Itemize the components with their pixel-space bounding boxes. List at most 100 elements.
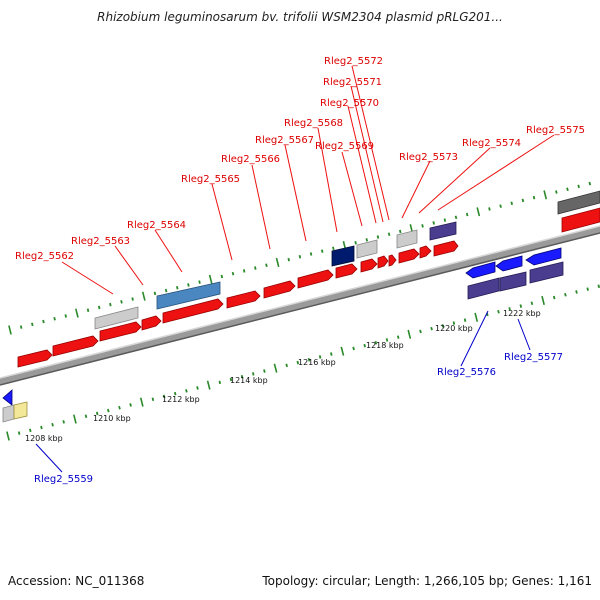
gene-label[interactable]: Rleg2_5568 bbox=[284, 118, 343, 129]
scale-label: 1212 kbp bbox=[162, 395, 200, 404]
feature-slateblue[interactable] bbox=[529, 261, 564, 284]
gene-label[interactable]: Rleg2_5563 bbox=[71, 236, 130, 247]
gene-forward-arrow[interactable] bbox=[433, 240, 459, 257]
minor-tick bbox=[332, 246, 335, 251]
major-tick bbox=[474, 312, 479, 322]
gene-label[interactable]: Rleg2_5573 bbox=[399, 152, 458, 163]
gene-reverse-arrow[interactable] bbox=[2, 389, 13, 406]
gene-forward-arrow[interactable] bbox=[162, 298, 224, 324]
feature-slateblue[interactable] bbox=[429, 221, 457, 241]
gene-label[interactable]: Rleg2_5564 bbox=[127, 220, 186, 231]
gene-forward-arrow[interactable] bbox=[52, 335, 99, 357]
minor-tick bbox=[385, 338, 389, 342]
feature-gray[interactable] bbox=[396, 229, 418, 249]
gene-label[interactable]: Rleg2_5577 bbox=[504, 352, 563, 363]
gene-forward-arrow[interactable] bbox=[141, 315, 162, 331]
gene-forward-arrow[interactable] bbox=[360, 258, 378, 273]
major-tick bbox=[6, 431, 10, 441]
minor-tick bbox=[95, 411, 99, 416]
minor-tick bbox=[29, 428, 32, 433]
gene-label[interactable]: Rleg2_5576 bbox=[437, 367, 496, 378]
gene-label[interactable]: Rleg2_5567 bbox=[255, 135, 314, 146]
minor-tick bbox=[586, 287, 589, 291]
gene-label[interactable]: Rleg2_5571 bbox=[323, 77, 382, 88]
gene-forward-arrow[interactable] bbox=[263, 280, 296, 299]
gene-forward-arrow[interactable] bbox=[17, 349, 53, 368]
dotted-track-lines bbox=[6, 181, 600, 441]
minor-tick bbox=[354, 241, 357, 245]
minor-tick bbox=[252, 372, 255, 376]
minor-tick bbox=[566, 187, 569, 192]
minor-tick bbox=[131, 297, 134, 301]
feature-darkgray[interactable] bbox=[557, 190, 600, 215]
minor-tick bbox=[296, 360, 300, 365]
feature-slateblue[interactable] bbox=[499, 271, 527, 292]
gene-label[interactable]: Rleg2_5569 bbox=[315, 141, 374, 152]
major-tick bbox=[273, 363, 278, 373]
gene-features bbox=[2, 190, 600, 423]
feature-khaki[interactable] bbox=[13, 401, 28, 420]
minor-tick bbox=[430, 326, 433, 331]
gene-forward-arrow[interactable] bbox=[99, 321, 142, 342]
minor-tick bbox=[521, 198, 525, 203]
gene-reverse-arrow[interactable] bbox=[465, 261, 496, 279]
minor-tick bbox=[265, 263, 268, 267]
minor-tick bbox=[229, 377, 233, 382]
major-tick bbox=[340, 346, 345, 356]
minor-tick bbox=[555, 190, 558, 194]
gene-label[interactable]: Rleg2_5570 bbox=[320, 98, 379, 109]
gene-reverse-arrow[interactable] bbox=[495, 255, 523, 272]
gene-reverse-arrow[interactable] bbox=[525, 247, 562, 266]
major-tick bbox=[476, 207, 481, 217]
feature-gray[interactable] bbox=[94, 306, 139, 330]
scale-label: 1214 kbp bbox=[230, 376, 268, 385]
minor-tick bbox=[588, 181, 592, 186]
gene-forward-arrow[interactable] bbox=[419, 245, 432, 259]
minor-tick bbox=[575, 290, 578, 294]
gene-forward-arrow[interactable] bbox=[398, 248, 420, 264]
minor-tick bbox=[441, 324, 445, 328]
gene-label[interactable]: Rleg2_5572 bbox=[324, 56, 383, 67]
gene-label[interactable]: Rleg2_5574 bbox=[462, 138, 521, 149]
minor-tick bbox=[220, 274, 224, 279]
minor-tick bbox=[318, 355, 322, 359]
major-tick bbox=[206, 380, 211, 390]
minor-tick bbox=[387, 232, 391, 237]
minor-tick bbox=[421, 224, 424, 228]
gene-label[interactable]: Rleg2_5562 bbox=[15, 251, 74, 262]
feature-gray[interactable] bbox=[356, 239, 378, 259]
feature-gray[interactable] bbox=[2, 404, 15, 423]
gene-forward-arrow[interactable] bbox=[226, 290, 261, 309]
minor-tick bbox=[307, 357, 311, 362]
minor-tick bbox=[497, 309, 500, 314]
major-tick bbox=[407, 329, 412, 339]
major-tick bbox=[73, 414, 77, 424]
gene-forward-arrow[interactable] bbox=[377, 255, 389, 269]
major-tick bbox=[75, 308, 79, 318]
minor-tick bbox=[499, 204, 502, 208]
feature-steelblue[interactable] bbox=[156, 281, 221, 310]
minor-tick bbox=[510, 201, 513, 205]
gene-label[interactable]: Rleg2_5559 bbox=[34, 474, 93, 485]
minor-tick bbox=[330, 352, 333, 356]
feature-navy[interactable] bbox=[331, 245, 355, 267]
gene-forward-arrow[interactable] bbox=[388, 254, 397, 267]
minor-tick bbox=[62, 420, 65, 424]
scale-label: 1216 kbp bbox=[298, 358, 336, 367]
major-tick bbox=[141, 291, 146, 301]
gene-label[interactable]: Rleg2_5566 bbox=[221, 154, 280, 165]
minor-tick bbox=[508, 307, 511, 311]
minor-tick bbox=[365, 238, 369, 242]
minor-tick bbox=[363, 343, 366, 348]
gene-label[interactable]: Rleg2_5575 bbox=[526, 125, 585, 136]
major-tick bbox=[275, 257, 280, 267]
gene-forward-arrow[interactable] bbox=[335, 263, 358, 279]
minor-tick bbox=[97, 305, 101, 310]
feature-slateblue[interactable] bbox=[467, 277, 500, 300]
gene-forward-arrow[interactable] bbox=[561, 207, 600, 233]
gene-label[interactable]: Rleg2_5565 bbox=[181, 174, 240, 185]
minor-tick bbox=[187, 283, 190, 287]
gene-forward-arrow[interactable] bbox=[297, 269, 334, 289]
minor-tick bbox=[53, 316, 56, 321]
minor-tick bbox=[419, 329, 422, 334]
